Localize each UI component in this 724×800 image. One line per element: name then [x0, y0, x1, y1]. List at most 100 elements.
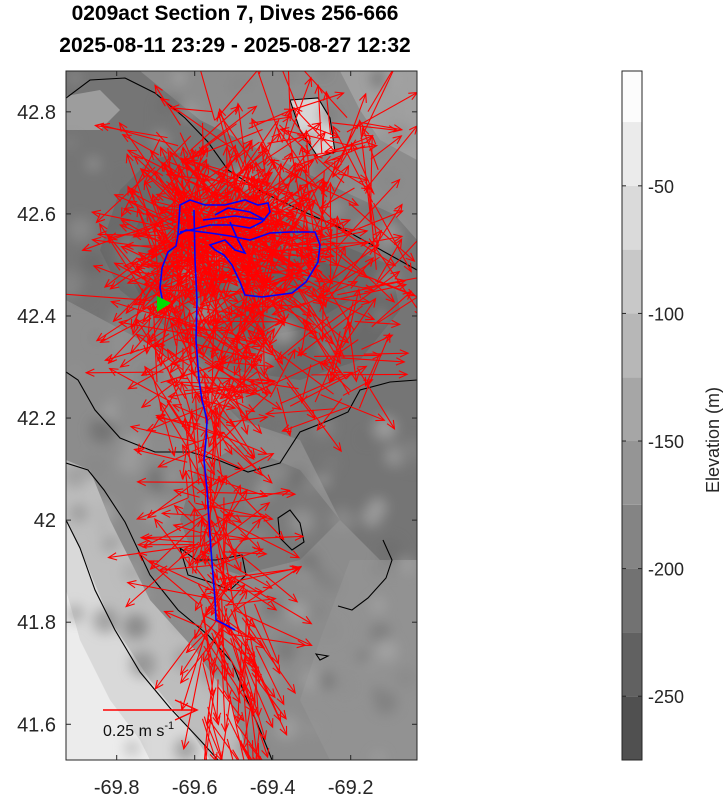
velocity-arrowhead	[120, 219, 131, 228]
velocity-arrow	[297, 305, 363, 356]
velocity-arrowhead	[428, 221, 436, 230]
velocity-arrow	[210, 408, 236, 428]
velocity-arrow	[175, 241, 213, 278]
velocity-arrow	[247, 193, 285, 265]
velocity-arrowhead	[258, 730, 267, 741]
velocity-arrowhead	[296, 639, 307, 649]
velocity-arrowhead	[197, 249, 206, 260]
velocity-arrow	[154, 629, 201, 690]
velocity-arrow	[175, 211, 206, 271]
velocity-arrow	[350, 257, 374, 285]
velocity-arrowhead	[334, 91, 345, 100]
velocity-arrowhead	[252, 424, 263, 435]
velocity-arrowhead	[273, 300, 285, 310]
texture-blob	[289, 508, 315, 535]
velocity-arrow	[184, 418, 196, 503]
velocity-arrowhead	[323, 145, 335, 155]
velocity-arrow	[287, 71, 291, 122]
velocity-arrowhead	[130, 318, 139, 330]
velocity-arrowhead	[181, 290, 190, 301]
velocity-arrow	[214, 360, 274, 368]
velocity-arrow	[164, 610, 203, 628]
velocity-arrowhead	[191, 393, 201, 404]
velocity-arrowhead	[251, 518, 262, 529]
velocity-arrow	[107, 234, 162, 301]
texture-blob	[318, 474, 331, 487]
velocity-arrowhead	[264, 409, 275, 418]
velocity-arrow	[277, 316, 329, 360]
velocity-arrow	[233, 392, 248, 434]
velocity-arrowhead	[208, 282, 217, 293]
velocity-arrowhead	[223, 689, 232, 700]
velocity-arrowhead	[183, 157, 194, 166]
velocity-arrow	[157, 206, 216, 243]
velocity-arrowhead	[126, 276, 137, 284]
velocity-arrowhead	[220, 326, 231, 335]
velocity-arrow	[192, 370, 220, 428]
velocity-arrowhead	[269, 158, 280, 168]
velocity-arrow	[250, 664, 276, 698]
velocity-arrowhead	[263, 513, 274, 522]
velocity-arrowhead	[358, 228, 369, 237]
velocity-arrowhead	[151, 193, 160, 204]
velocity-arrowhead	[175, 210, 184, 221]
velocity-arrowhead	[261, 182, 272, 191]
velocity-arrow	[214, 272, 292, 324]
velocity-arrow	[95, 124, 168, 139]
velocity-arrowhead	[202, 652, 211, 664]
texture-blob	[113, 534, 123, 545]
velocity-arrowhead	[201, 163, 210, 174]
velocity-arrow	[233, 248, 286, 321]
velocity-arrow	[216, 567, 299, 581]
velocity-arrowhead	[155, 414, 166, 422]
velocity-arrow	[108, 317, 152, 364]
velocity-arrowhead	[208, 457, 217, 468]
x-tick-label: -69.8	[94, 777, 140, 799]
velocity-arrow	[338, 173, 368, 181]
velocity-arrowhead	[393, 238, 403, 249]
velocity-arrowhead	[302, 285, 313, 294]
velocity-arrowhead	[174, 377, 184, 388]
colorbar-band	[622, 249, 642, 314]
velocity-arrowhead	[279, 199, 290, 208]
velocity-arrow	[293, 107, 336, 153]
velocity-arrowhead	[258, 141, 267, 152]
velocity-arrowhead	[259, 247, 268, 258]
velocity-arrow	[242, 681, 269, 758]
velocity-arrow	[158, 445, 206, 468]
velocity-arrow	[249, 196, 264, 284]
velocity-arrow	[150, 270, 189, 341]
velocity-arrow	[257, 742, 260, 760]
velocity-arrowhead	[444, 274, 453, 282]
velocity-arrowhead	[276, 304, 287, 313]
texture-blob	[339, 376, 361, 398]
texture-blob	[69, 503, 89, 523]
velocity-arrowhead	[149, 150, 160, 160]
texture-blob	[361, 433, 372, 444]
velocity-arrow	[363, 125, 417, 192]
texture-blob	[317, 619, 341, 642]
y-tick-label: 42.4	[17, 306, 56, 328]
velocity-arrow	[319, 246, 346, 313]
velocity-arrow	[358, 333, 391, 409]
velocity-arrowhead	[188, 366, 197, 377]
velocity-arrow	[224, 554, 240, 635]
velocity-arrow	[346, 317, 357, 382]
velocity-arrowhead	[136, 206, 145, 218]
velocity-arrow	[161, 162, 190, 214]
velocity-arrowhead	[409, 125, 417, 135]
velocity-arrow	[212, 133, 281, 203]
velocity-arrow	[122, 134, 159, 156]
velocity-arrowhead	[372, 351, 383, 360]
velocity-arrowhead	[185, 332, 193, 343]
velocity-arrowhead	[109, 280, 120, 290]
velocity-arrowhead	[302, 615, 313, 625]
velocity-arrowhead	[253, 466, 263, 477]
velocity-arrow	[127, 582, 215, 600]
velocity-arrowhead	[197, 179, 207, 190]
velocity-arrowhead	[147, 245, 158, 254]
texture-blob	[242, 88, 254, 99]
velocity-arrowhead	[91, 236, 102, 245]
velocity-arrowhead	[266, 251, 277, 260]
velocity-arrowhead	[391, 178, 401, 189]
